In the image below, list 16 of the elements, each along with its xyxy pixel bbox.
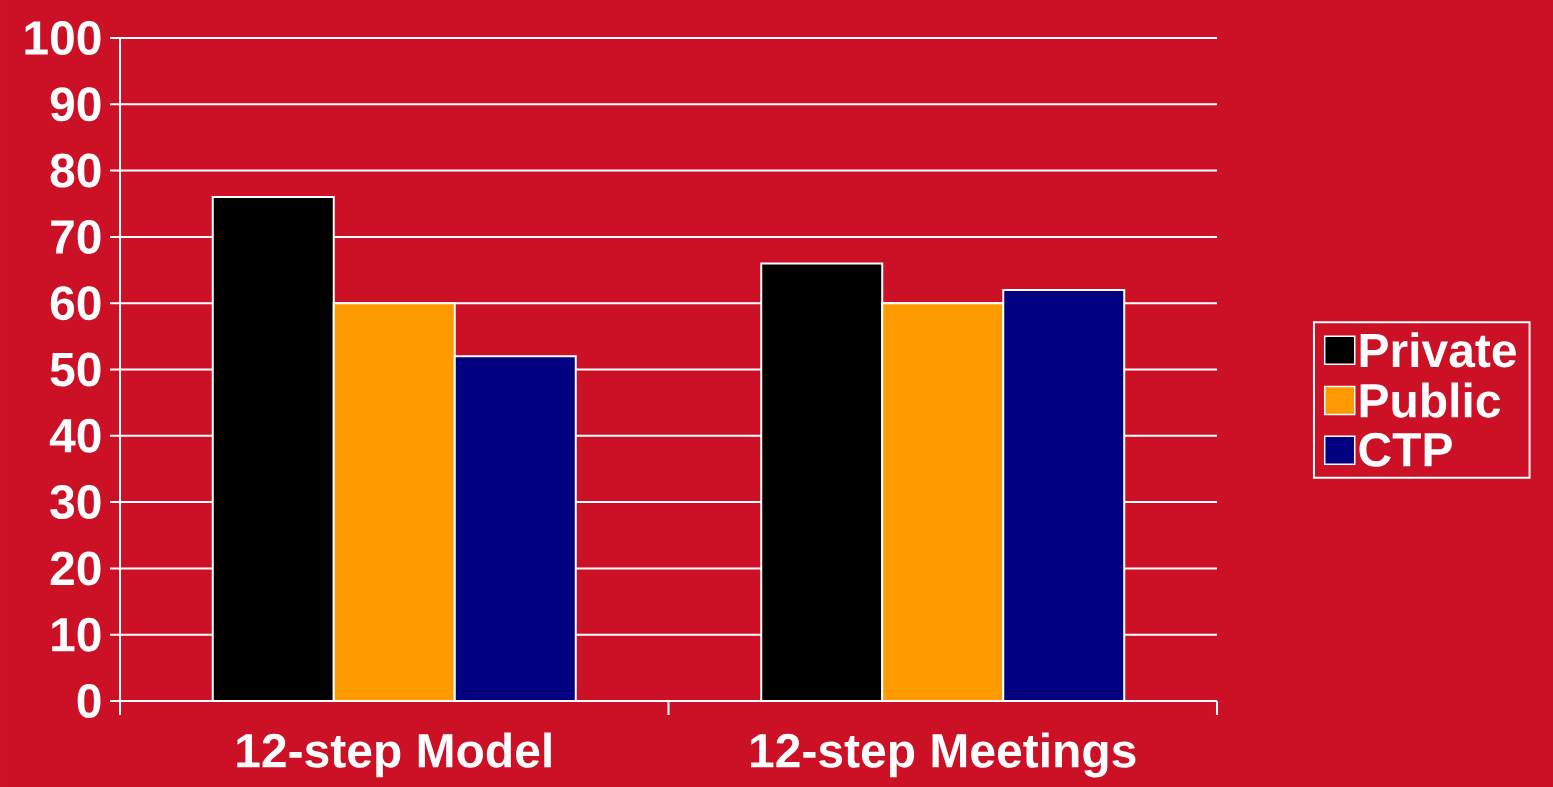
legend-label: CTP [1359,432,1452,467]
x-tick-label: 12-step Meetings [751,732,1136,778]
x-tick-label: 12-step Model [237,732,551,778]
y-tick-label: 50 [50,352,101,387]
y-tick-label: 30 [50,485,101,520]
y-tick-label: 10 [52,617,101,652]
y-tick-label: 80 [50,153,101,188]
legend-label: Public [1360,382,1501,418]
y-tick-label: 60 [50,286,101,321]
y-tick-label: 20 [50,551,101,586]
y-tick-label: 70 [51,219,101,254]
legend-label: Private [1360,332,1516,368]
y-tick-label: 40 [49,418,101,453]
y-tick-label: 0 [77,683,101,718]
y-tick-label: 100 [25,21,101,55]
y-tick-label: 90 [50,87,101,122]
